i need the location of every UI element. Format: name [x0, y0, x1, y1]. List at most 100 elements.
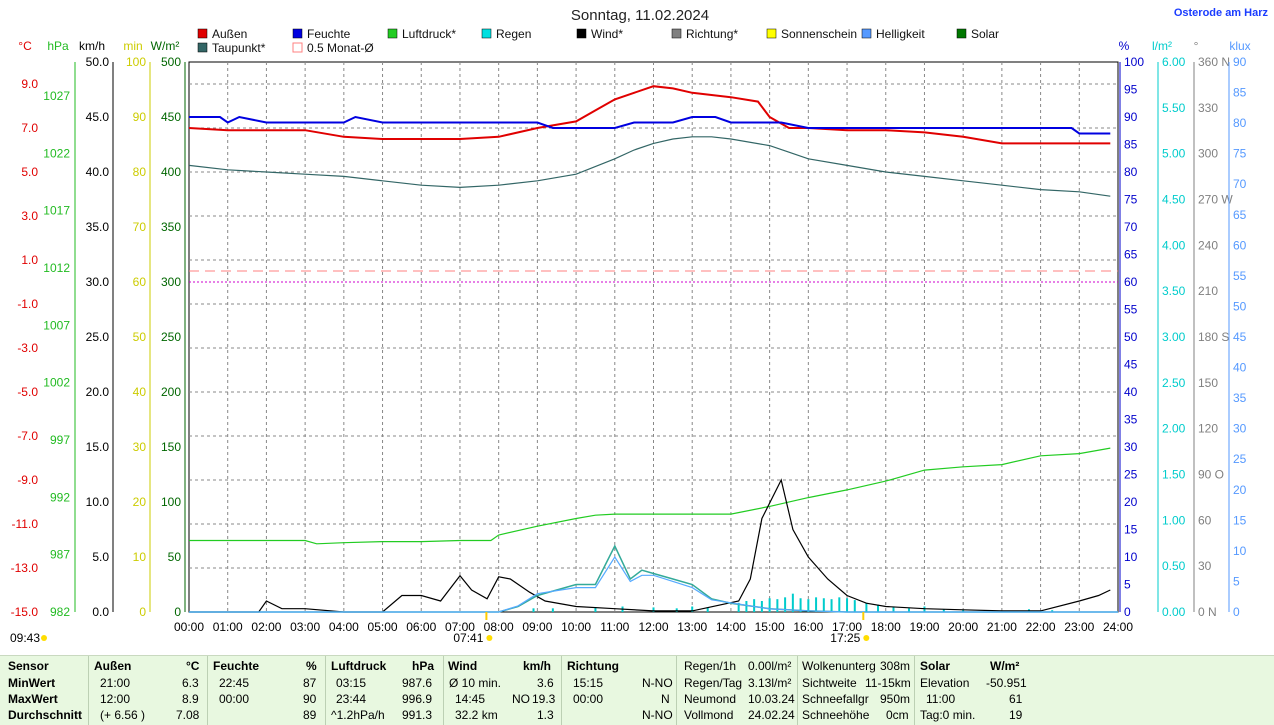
- sun-icon: [486, 635, 493, 641]
- richtung-avg: N-NO: [642, 708, 673, 722]
- luftdruck-unit: hPa: [412, 659, 435, 673]
- luftdruck-avg: 991.3: [402, 708, 433, 722]
- vollmond-label: Vollmond: [684, 708, 734, 722]
- wind-max-dir: NO: [512, 692, 530, 706]
- series-helligkeit: [189, 555, 1118, 613]
- axis-tick-label: -13.0: [11, 561, 39, 575]
- rain-bar: [877, 604, 880, 612]
- axis-tick-label: 0.0: [92, 605, 109, 619]
- axis-tick-label: 40: [1124, 385, 1138, 399]
- axis-tick-label: 30: [1233, 422, 1247, 436]
- legend-swatch: [956, 28, 967, 39]
- axis-tick-label: 10: [1233, 544, 1247, 558]
- axis-tick-label: 1002: [43, 376, 70, 390]
- axis-tick-label: 70: [133, 220, 147, 234]
- legend-label: Richtung*: [686, 27, 738, 41]
- axis-tick-label: 330: [1198, 101, 1218, 115]
- plot-area: [188, 61, 1119, 613]
- axis-tick-label: 250: [161, 330, 181, 344]
- axis-tick-label: 0: [1233, 605, 1240, 619]
- axis-tick-label: 70: [1233, 177, 1247, 191]
- schneefall: 950m: [880, 692, 911, 706]
- sun-icon: [863, 635, 870, 641]
- axis-tick-label: 35: [1233, 391, 1247, 405]
- legend-label: Außen: [212, 27, 247, 41]
- neumond: 10.03.24: [748, 692, 795, 706]
- rain-bar: [737, 602, 740, 612]
- axis-tick-label: 45.0: [86, 110, 110, 124]
- legend-label: Regen: [496, 27, 531, 41]
- summary-table: Sensor MinWert MaxWert Durchschnitt Auße…: [0, 655, 1274, 725]
- aussen-max: 8.9: [182, 692, 199, 706]
- rain-bar: [776, 599, 779, 612]
- axis-tick-label: 9.0: [21, 77, 38, 91]
- axis-tick-label: 25: [1233, 452, 1247, 466]
- x-tick-label: 00:00: [174, 620, 204, 634]
- series-taupunkt-: [188, 136, 1111, 197]
- x-tick-label: 01:00: [213, 620, 243, 634]
- solar-max: 61: [1009, 692, 1023, 706]
- axis-tick-label: -7.0: [17, 429, 38, 443]
- axis-tick-label: 40: [133, 385, 147, 399]
- rain-bar: [551, 608, 554, 612]
- rain-bar: [907, 608, 910, 612]
- axis-tick-label: 982: [50, 605, 70, 619]
- x-tick-label: 24:00: [1103, 620, 1133, 634]
- x-tick-label: 02:00: [251, 620, 281, 634]
- axis-tick-label: 50: [1233, 299, 1247, 313]
- x-tick-label: 14:00: [716, 620, 746, 634]
- rain-bar: [892, 607, 895, 612]
- axis-tick-label: 30: [1198, 559, 1212, 573]
- axis-tick-label: 5: [1233, 574, 1240, 588]
- x-tick-label: 19:00: [909, 620, 939, 634]
- luftdruck-max: 996.9: [402, 692, 433, 706]
- aussen-min: 6.3: [182, 676, 199, 690]
- rain-bar: [745, 601, 748, 612]
- rain-bar: [691, 606, 694, 612]
- axis-tick-label: 20.0: [86, 385, 110, 399]
- axis-tick-label: 997: [50, 433, 70, 447]
- axis-tick-label: 35.0: [86, 220, 110, 234]
- axis-tick-label: 4.50: [1162, 193, 1186, 207]
- wind-avg-label: Ø 10 min.: [449, 676, 502, 690]
- x-tick-label: 20:00: [948, 620, 978, 634]
- legend: Außen Feuchte Luftdruck* Regen Wind* Richtung…: [197, 27, 999, 55]
- axis-tick-label: 300: [1198, 147, 1218, 161]
- sun-markers: 07:41 17:25 09:43: [10, 612, 870, 645]
- axis-tick-label: 65: [1233, 208, 1247, 222]
- x-axis-ticks: 00:00 01:00 02:00 03:00 04:00 05:00 06:00 07:00…: [174, 620, 1133, 634]
- axis-tick-label: 240: [1198, 238, 1218, 252]
- axis-tick-label: 5.50: [1162, 101, 1186, 115]
- wind-max: 19.3: [532, 692, 556, 706]
- axis-tick-label: 5.0: [92, 550, 109, 564]
- axis-tick-label: 60: [1233, 238, 1247, 252]
- axis-tick-label: 100: [126, 55, 146, 69]
- axis-tick-label: 40: [1233, 361, 1247, 375]
- legend-label: Sonnenschein: [781, 27, 857, 41]
- legend-swatch: [576, 28, 587, 39]
- corner-time-label: 09:43: [10, 631, 40, 645]
- x-tick-label: 10:00: [561, 620, 591, 634]
- axis-tick-label: 60: [1124, 275, 1138, 289]
- regen-tag-label: Regen/Tag: [684, 676, 743, 690]
- axis-tick-label: 50: [133, 330, 147, 344]
- axis-unit: klux: [1229, 39, 1250, 53]
- rain-bar: [822, 598, 825, 612]
- legend-label: 0.5 Monat-Ø: [307, 41, 374, 55]
- schneehoehe: 0cm: [886, 708, 909, 722]
- axis-tick-label: 100: [1124, 55, 1144, 69]
- x-tick-label: 03:00: [290, 620, 320, 634]
- axis-tick-label: 45: [1124, 358, 1138, 372]
- regen-1h-label: Regen/1h: [684, 659, 737, 673]
- row-min-label: MinWert: [8, 676, 56, 690]
- sun-icon: [41, 635, 47, 641]
- axis-tick-label: 2.50: [1162, 376, 1186, 390]
- axis-tick-label: 300: [161, 275, 181, 289]
- legend-swatch: [861, 28, 872, 39]
- row-avg-label: Durchschnitt: [8, 708, 83, 722]
- axis-tick-label: 360 N: [1198, 55, 1230, 69]
- axis-tick-label: 1.00: [1162, 513, 1186, 527]
- series-feuchte: [189, 115, 1111, 135]
- axis-tick-label: 25: [1124, 468, 1138, 482]
- rain-bar: [838, 597, 841, 612]
